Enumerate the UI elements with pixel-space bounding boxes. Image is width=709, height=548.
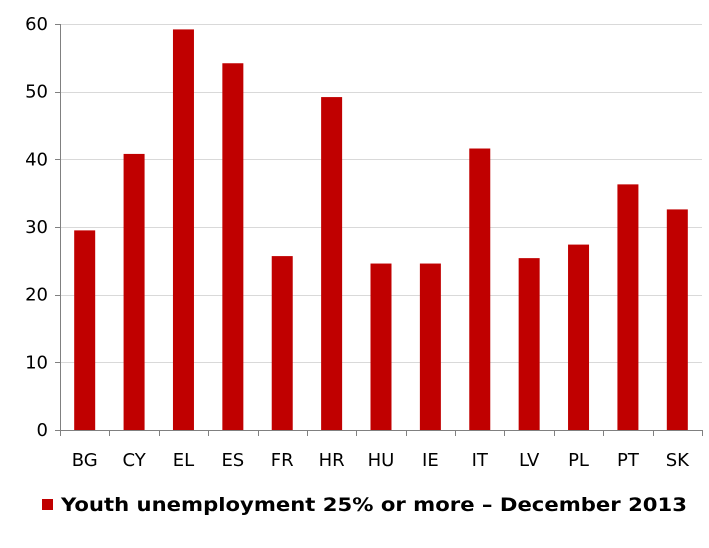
bar-it: [469, 148, 491, 430]
y-tick-label: 30: [25, 217, 48, 238]
y-tick-labels: 0 10 20 30 40 50 60: [25, 14, 48, 441]
bar-sk: [666, 209, 688, 430]
x-tick-label: CY: [122, 450, 146, 471]
x-tick-label: IE: [422, 450, 439, 471]
y-tick-label: 20: [25, 285, 48, 306]
x-tick-label: FR: [271, 450, 294, 471]
bar-ie: [419, 263, 441, 430]
x-tick-label: EL: [173, 450, 194, 471]
bar-el: [172, 29, 194, 430]
legend: Youth unemployment 25% or more – Decembe…: [42, 494, 687, 516]
bar-hu: [370, 263, 392, 430]
y-tick-label: 50: [25, 82, 48, 103]
y-tick-label: 60: [25, 14, 48, 35]
gridlines: [60, 24, 702, 363]
x-tick-label: HU: [368, 450, 395, 471]
bar-lv: [518, 258, 540, 430]
bar-cy: [123, 153, 145, 431]
legend-label: Youth unemployment 25% or more – Decembe…: [60, 494, 687, 516]
y-tick-label: 0: [37, 420, 48, 441]
bar-bg: [74, 230, 96, 430]
x-tick-label: BG: [72, 450, 98, 471]
x-tick-label: SK: [666, 450, 690, 471]
y-tick-label: 40: [25, 149, 48, 170]
legend-swatch: [42, 499, 53, 510]
x-tick-labels: BG CY EL ES FR HR HU IE IT LV PL PT SK: [72, 450, 690, 471]
x-tick-label: PT: [617, 450, 640, 471]
bar-es: [222, 63, 244, 430]
axes: [55, 24, 703, 436]
y-tick-label: 10: [25, 352, 48, 373]
x-tick-label: ES: [221, 450, 244, 471]
bar-pt: [617, 184, 639, 430]
x-tick-label: PL: [568, 450, 589, 471]
x-tick-label: LV: [519, 450, 540, 471]
bars: [74, 29, 688, 431]
bar-fr: [271, 256, 293, 430]
bar-pl: [568, 244, 590, 430]
bar-hr: [321, 97, 343, 430]
x-tick-label: IT: [472, 450, 489, 471]
x-tick-label: HR: [319, 450, 345, 471]
